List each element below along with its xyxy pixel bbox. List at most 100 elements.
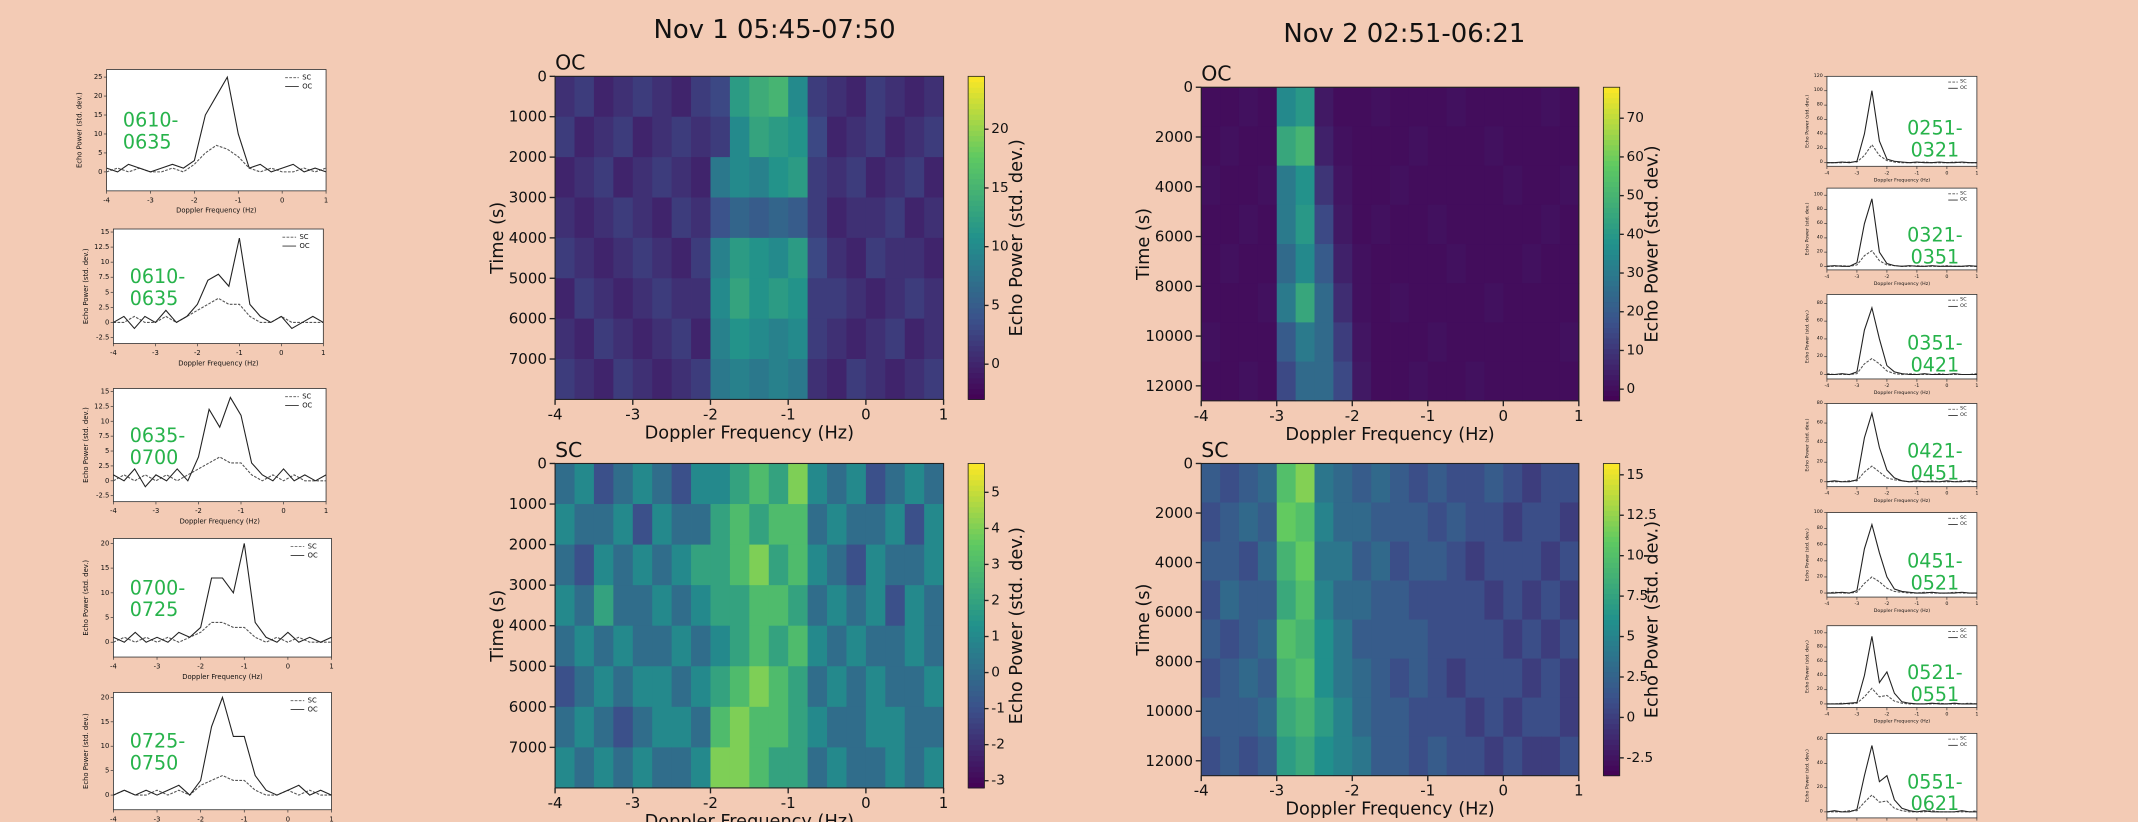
y-tick-label: 80: [1817, 400, 1823, 406]
colorbar-strip: [1603, 103, 1619, 109]
heatmap-cell: [1522, 503, 1541, 542]
heatmap-cell: [1503, 542, 1522, 581]
heatmap-cell: [924, 707, 944, 748]
heatmap-cell: [613, 238, 633, 279]
heatmap-cell: [1522, 322, 1541, 362]
colorbar-strip: [968, 152, 984, 158]
legend-label: OC: [1960, 412, 1968, 418]
heatmap-cell: [885, 157, 905, 198]
heatmap-cell: [1503, 126, 1522, 166]
heatmap-cell: [575, 504, 595, 545]
heatmap-cell: [924, 626, 944, 667]
heatmap-cell: [594, 666, 614, 707]
colorbar-strip: [1603, 500, 1619, 506]
heatmap-cell: [1447, 362, 1466, 402]
heatmap-cell: [1390, 737, 1409, 776]
heatmap-cell: [769, 707, 789, 748]
heatmap-cell: [905, 359, 925, 400]
colorbar-strip: [1603, 510, 1619, 516]
colorbar-strip: [1603, 317, 1619, 323]
heatmap-cell: [575, 666, 595, 707]
x-tick-label: -1: [236, 349, 243, 357]
heatmap-cell: [672, 666, 692, 707]
colorbar-strip: [968, 351, 984, 357]
heatmap-cell: [1541, 620, 1560, 659]
colorbar-strip: [1603, 192, 1619, 198]
colorbar-strip: [1603, 604, 1619, 610]
heatmap-cell: [1352, 166, 1371, 206]
colorbar-strip: [1603, 301, 1619, 307]
heatmap-cell: [1390, 463, 1409, 502]
heatmap-cell: [1201, 87, 1220, 127]
y-tick-label: 20: [1817, 353, 1823, 359]
heatmap-cell: [1428, 322, 1447, 362]
heatmap-cell: [555, 238, 575, 279]
heatmap-cell: [1239, 283, 1258, 323]
heatmap-cell: [1409, 244, 1428, 284]
heatmap-cell: [1522, 283, 1541, 323]
heatmap-cell: [1466, 322, 1485, 362]
x-tick-label: -1: [1420, 407, 1435, 425]
heatmap-cell: [1560, 87, 1579, 127]
time-range-label: 0421-: [1907, 441, 1962, 463]
y-tick-label: 80: [1817, 206, 1823, 212]
x-tick-label: -3: [1269, 407, 1284, 425]
x-tick-label: -4: [110, 663, 117, 671]
heatmap-cell: [1277, 581, 1296, 620]
heatmap-cell: [905, 585, 925, 626]
y-tick-label: 0: [1184, 454, 1194, 472]
x-axis-label: Doppler Frequency (Hz): [1285, 425, 1494, 445]
colorbar-strip: [1603, 536, 1619, 542]
y-axis-label: Echo Power (std. dev.): [82, 560, 90, 636]
colorbar-strip: [1603, 557, 1619, 563]
y-tick-label: 0: [105, 477, 109, 485]
y-tick-label: 100: [1814, 509, 1823, 515]
heatmap-cell: [555, 707, 575, 748]
colorbar-strip: [968, 491, 984, 497]
heatmap-cell: [1352, 244, 1371, 284]
heatmap-cell: [769, 76, 789, 117]
heatmap-cell: [555, 359, 575, 400]
heatmap-cell: [1239, 737, 1258, 776]
colorbar-strip: [968, 582, 984, 588]
heatmap-cell: [788, 117, 808, 158]
heatmap-cell: [613, 278, 633, 319]
heatmap-cell: [1560, 205, 1579, 245]
heatmap-cell: [1560, 737, 1579, 776]
y-tick-label: 15: [101, 228, 110, 236]
colorbar-strip: [1603, 145, 1619, 151]
heatmap-cell: [1428, 659, 1447, 698]
colorbar-strip: [968, 523, 984, 529]
heatmap-cell: [1522, 659, 1541, 698]
heatmap-cell: [866, 666, 886, 707]
heatmap-cell: [575, 545, 595, 586]
x-tick-label: -2: [1885, 711, 1890, 717]
colorbar-strip: [1603, 625, 1619, 631]
x-tick-label: 0: [861, 405, 871, 423]
heatmap-cell: [924, 359, 944, 400]
heatmap-cell: [866, 626, 886, 667]
heatmap-cell: [866, 157, 886, 198]
colorbar-strip: [1603, 249, 1619, 255]
heatmap-cell: [924, 319, 944, 360]
heatmap-cell: [1466, 463, 1485, 502]
heatmap-cell: [1201, 463, 1220, 502]
colorbar-strip: [1603, 594, 1619, 600]
colorbar-strip: [968, 313, 984, 319]
heatmap-cell: [691, 359, 711, 400]
colorbar-strip: [1603, 521, 1619, 527]
x-tick-label: 1: [324, 507, 328, 515]
colorbar-strip: [968, 372, 984, 378]
heatmap-cell: [1484, 503, 1503, 542]
heatmap-cell: [1333, 322, 1352, 362]
heatmap-cell: [1352, 737, 1371, 776]
heatmap-cell: [1239, 542, 1258, 581]
heatmap-cell: [846, 504, 866, 545]
x-tick-label: -1: [1915, 711, 1920, 717]
heatmap-cell: [691, 666, 711, 707]
time-range-label: 0551-: [1907, 771, 1962, 793]
heatmap-cell: [1296, 659, 1315, 698]
heatmap-cell: [1296, 542, 1315, 581]
colorbar-strip: [968, 647, 984, 653]
colorbar-strip: [1603, 369, 1619, 375]
